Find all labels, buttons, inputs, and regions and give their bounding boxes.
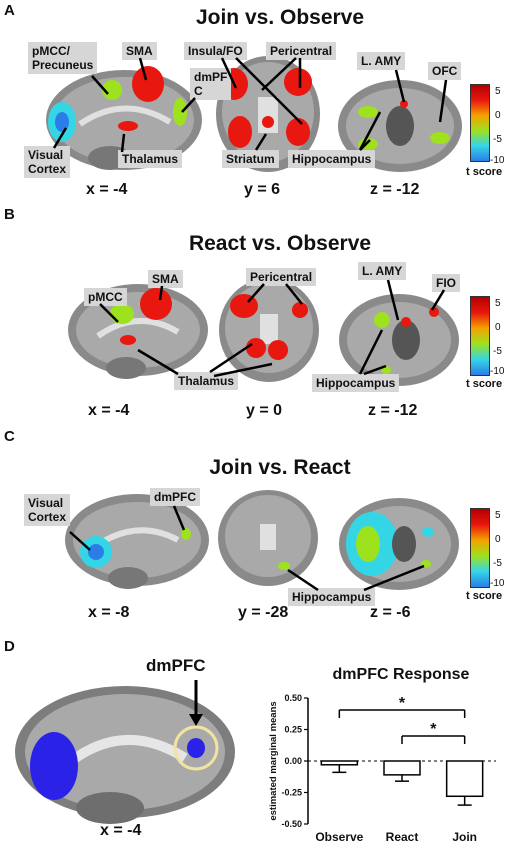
label-pmcc: pMCC bbox=[84, 288, 127, 306]
label-l-amy-b: L. AMY bbox=[358, 262, 407, 280]
axial-brain-a bbox=[338, 80, 462, 172]
coord-b-z: z = -12 bbox=[368, 402, 418, 419]
label-thalamus: Thalamus bbox=[118, 150, 183, 168]
coord-a-y: y = 6 bbox=[244, 181, 281, 198]
y-tick-label: -0.25 bbox=[281, 788, 302, 798]
sagittal-brain-c bbox=[65, 494, 209, 589]
label-fio: FIO bbox=[432, 274, 460, 292]
coord-b-y: y = 0 bbox=[246, 402, 283, 419]
colorbar-b bbox=[470, 296, 490, 376]
sagittal-brain-a bbox=[46, 66, 202, 170]
colorbar-c-tick-5: 5 bbox=[495, 510, 501, 521]
coord-c-z: z = -6 bbox=[370, 604, 411, 621]
coord-c-x: x = -8 bbox=[88, 604, 130, 621]
sig-star: * bbox=[430, 721, 437, 738]
label-insula-fo: Insula/FO bbox=[184, 42, 247, 60]
label-hippocampus: Hippocampus bbox=[288, 150, 376, 168]
colorbar-b-tick-5: 5 bbox=[495, 298, 501, 309]
coord-b-x: x = -4 bbox=[88, 402, 130, 419]
chart-title: dmPFC Response bbox=[332, 666, 470, 683]
coord-d-x: x = -4 bbox=[100, 822, 142, 839]
panel-b-title: React vs. Observe bbox=[188, 232, 372, 255]
sig-star: * bbox=[399, 695, 406, 712]
arrows-c bbox=[69, 505, 425, 592]
bar bbox=[445, 760, 484, 798]
coronal-brain-b bbox=[219, 278, 319, 382]
x-tick-label: Join bbox=[452, 830, 477, 844]
colorbar-a bbox=[470, 84, 490, 162]
bar bbox=[320, 760, 359, 766]
colorbar-a-title: t score bbox=[466, 166, 503, 178]
colorbar-a-tick-0: 0 bbox=[495, 110, 501, 121]
colorbar-c-tick-0: 0 bbox=[495, 534, 501, 545]
x-tick-label: React bbox=[386, 830, 419, 844]
coronal-brain-a bbox=[216, 56, 320, 172]
label-visual-cortex-c: Visual Cortex bbox=[24, 494, 71, 526]
label-striatum: Striatum bbox=[222, 150, 279, 168]
colorbar-c-tick-neg10: -10 bbox=[490, 578, 505, 589]
y-tick-label: 0.25 bbox=[284, 725, 302, 735]
label-pericentral: Pericentral bbox=[266, 42, 337, 60]
panel-letter-b: B bbox=[4, 206, 15, 223]
coord-a-z: z = -12 bbox=[370, 181, 420, 198]
colorbar-b-tick-neg10: -10 bbox=[490, 366, 505, 377]
label-dmpfc: dmPF C bbox=[190, 68, 232, 100]
sagittal-brain-d bbox=[15, 686, 235, 824]
y-tick-label: 0.00 bbox=[284, 756, 302, 766]
y-tick-label: 0.50 bbox=[284, 693, 302, 703]
axial-brain-c bbox=[339, 498, 459, 590]
panel-letter-a: A bbox=[4, 2, 15, 19]
colorbar-b-tick-0: 0 bbox=[495, 322, 501, 333]
label-pmcc-precuneus: pMCC/ Precuneus bbox=[28, 42, 98, 74]
label-dmpfc-c: dmPFC bbox=[150, 488, 200, 506]
y-tick-label: -0.50 bbox=[281, 819, 302, 829]
arrow-d bbox=[189, 680, 203, 726]
coronal-brain-c bbox=[218, 490, 318, 586]
label-visual-cortex: Visual Cortex bbox=[24, 146, 71, 178]
colorbar-b-tick-neg5: -5 bbox=[493, 346, 502, 357]
label-sma-b: SMA bbox=[148, 270, 183, 288]
colorbar-a-tick-neg10: -10 bbox=[490, 155, 505, 166]
label-pericentral-b: Pericentral bbox=[246, 268, 317, 286]
coord-c-y: y = -28 bbox=[238, 604, 289, 621]
bar bbox=[383, 760, 421, 776]
label-hippocampus-c: Hippocampus bbox=[288, 588, 376, 606]
label-sma: SMA bbox=[122, 42, 157, 60]
label-hippocampus-b: Hippocampus bbox=[312, 374, 400, 392]
coord-a-x: x = -4 bbox=[86, 181, 128, 198]
colorbar-a-tick-neg5: -5 bbox=[493, 134, 502, 145]
colorbar-c bbox=[470, 508, 490, 588]
label-ofc: OFC bbox=[428, 62, 462, 80]
arrows-b bbox=[99, 279, 446, 378]
panel-c-title: Join vs. React bbox=[209, 456, 351, 479]
colorbar-a-tick-5: 5 bbox=[495, 86, 501, 97]
colorbar-c-title: t score bbox=[466, 590, 503, 602]
panel-letter-c: C bbox=[4, 428, 15, 445]
y-axis-label: estimated marginal means bbox=[268, 701, 279, 820]
colorbar-c-tick-neg5: -5 bbox=[493, 558, 502, 569]
label-l-amy: L. AMY bbox=[357, 52, 406, 70]
axial-brain-b bbox=[339, 294, 459, 386]
label-dmpfc-d: dmPFC bbox=[146, 656, 206, 675]
x-tick-label: Observe bbox=[315, 830, 363, 844]
label-thalamus-b: Thalamus bbox=[174, 372, 239, 390]
panel-letter-d: D bbox=[4, 638, 15, 655]
colorbar-b-title: t score bbox=[466, 378, 503, 390]
arrows-a bbox=[52, 57, 448, 153]
panel-a-title: Join vs. Observe bbox=[195, 6, 365, 29]
